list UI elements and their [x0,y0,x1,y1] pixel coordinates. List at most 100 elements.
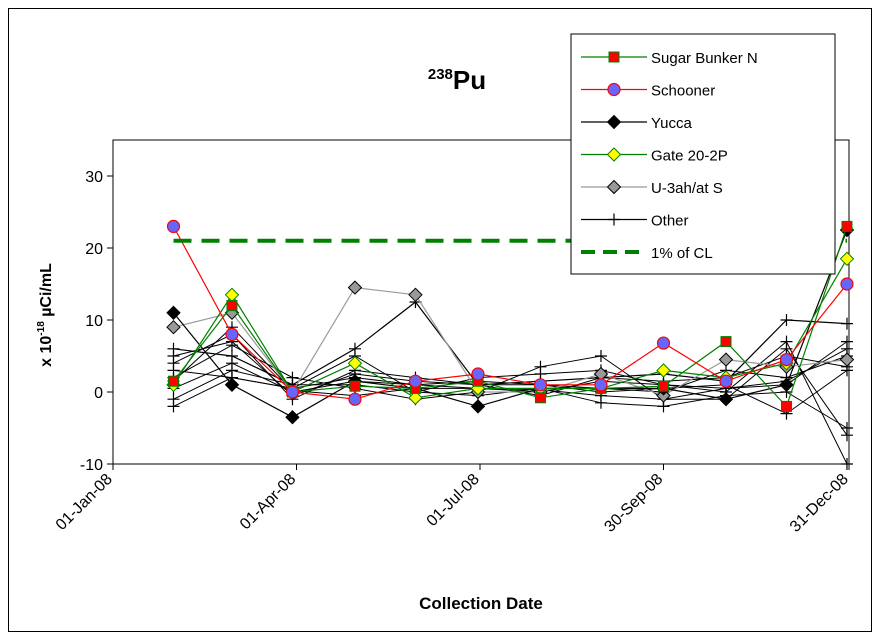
legend-label: 1% of CL [651,245,713,262]
data-point [720,336,732,348]
x-axis-label: Collection Date [419,594,543,613]
x-tick-label: 01-Jan-08 [53,471,116,534]
series-line [173,286,848,397]
data-point [718,352,734,367]
x-tick-label: 31-Dec-08 [787,471,852,536]
legend-label: Yucca [651,115,693,132]
legend-entry: 1% of CL [581,245,713,262]
data-point [224,377,240,393]
legend-entry: Yucca [581,114,693,132]
data-point [656,363,671,378]
chart-frame: -10 0 10 20 30 01-Jan-08 01-Apr-08 01-Jul-08 30-… [8,8,872,632]
data-point [408,374,423,388]
series-line [173,301,848,386]
legend-entry: Other [581,213,689,230]
plot-area [112,139,850,465]
legend-marker [606,179,622,195]
data-point [839,251,855,267]
x-tick-label: 01-Jul-08 [424,471,483,530]
legend-marker [606,114,622,130]
y-tick-label: -10 [80,457,103,474]
legend-label: Gate 20-2P [651,148,728,165]
data-point [719,374,733,388]
legend-label: Schooner [651,83,715,100]
data-point [225,350,238,362]
y-axis-label-prefix: x 10 [38,336,55,367]
legend-label: Other [651,213,689,230]
data-point [533,378,548,392]
y-tick-label: 30 [85,169,103,186]
legend-marker [606,147,622,162]
data-point [166,319,181,335]
chart-title: 238Pu [428,65,486,95]
legend-label: U-3ah/at S [651,180,723,197]
y-axis-label-unit: µCi/mL [38,263,55,321]
chart-title-superscript: 238 [428,66,453,83]
legend-marker [608,213,620,226]
data-point [840,422,853,434]
series-schooner [166,219,854,406]
y-tick-label: 0 [94,385,103,402]
unlabeled-series-line [173,341,848,397]
data-point [656,336,671,350]
series-line [173,226,848,408]
data-point [840,317,853,330]
series-line [172,226,848,400]
data-point [534,392,546,404]
data-point [167,375,179,387]
data-point [841,220,853,232]
data-point [840,458,853,470]
unlabeled-series-group [167,321,853,470]
chart-title-main: Pu [453,65,486,95]
data-point [840,277,854,291]
plot-border [112,139,850,465]
data-point [348,342,361,355]
series-sugar-bunker-n [167,220,853,412]
data-point [347,355,363,371]
data-point [408,390,423,405]
data-point [594,350,607,362]
legend-entry: Gate 20-2P [581,147,728,165]
series-other [167,296,853,391]
y-tick-label: 10 [85,313,103,330]
data-point [166,305,181,321]
data-point [348,392,362,406]
x-tick-label: 01-Apr-08 [237,471,299,533]
data-point [285,385,300,399]
series-group [166,219,855,425]
legend: Sugar Bunker N Schooner Yucca Gate 20-2P U-3… [570,33,836,275]
data-point [780,400,792,412]
data-point [349,380,361,392]
data-point [780,314,793,326]
y-axis-label-exponent: -18 [36,321,47,336]
data-point [594,378,608,392]
legend-entry: Sugar Bunker N [581,50,758,67]
data-point [779,377,794,393]
data-point [718,391,734,407]
unlabeled-series-line [173,340,848,465]
data-point [657,380,669,392]
data-point [285,409,300,425]
data-point [471,367,485,381]
data-point [167,400,180,413]
series-line [172,258,848,399]
legend-entry: Schooner [581,83,715,100]
data-point [408,287,423,303]
legend-marker [607,82,621,97]
y-axis-label: x 10-18 µCi/mL [36,263,55,367]
legend-entry: U-3ah/at S [581,179,723,197]
series-line [173,229,848,418]
legend-marker [608,51,620,63]
data-point [347,280,363,295]
x-tick-label: 30-Sep-08 [601,471,666,536]
chart-svg: -10 0 10 20 30 01-Jan-08 01-Apr-08 01-Jul-08 30-… [36,33,855,613]
data-point [470,399,486,414]
data-point [224,287,240,303]
data-point [226,300,238,312]
legend-label: Sugar Bunker N [651,50,758,67]
data-point [167,342,180,355]
data-point [166,219,181,233]
data-point [225,327,239,341]
data-point [839,352,855,367]
data-point [779,353,794,367]
